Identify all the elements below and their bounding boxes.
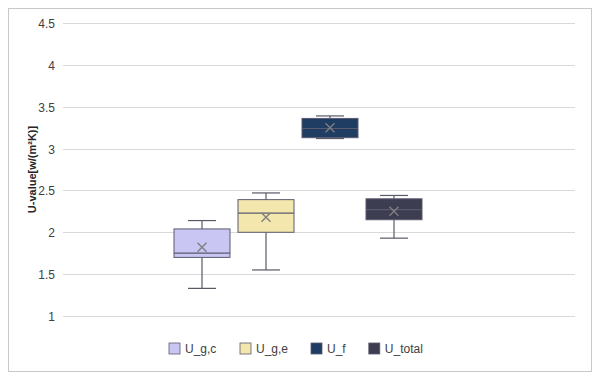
whisker-cap-lower [188,288,216,289]
boxes [174,116,422,288]
median-line [238,212,294,213]
box-group [174,221,230,289]
grid-line [63,190,575,191]
chart-svg: 11.522.533.544.5U-value[w/(m²K)]U_g,cU_g… [0,0,600,380]
whisker-upper [201,221,202,229]
whisker-lower [393,220,394,238]
box-group [302,116,358,139]
mean-marker [262,213,271,222]
y-tick-label: 1 [48,310,55,324]
y-tick-label: 3 [48,143,55,157]
median-line [366,209,422,210]
legend-label: U_g,e [256,342,288,356]
y-tick-label: 4.5 [38,17,55,31]
legend-swatch [369,343,380,354]
box [302,118,358,137]
y-tick-label: 4 [48,59,55,73]
grid-line [63,149,575,150]
whisker-cap-upper [316,115,344,116]
y-axis-label: U-value[w/(m²K)] [26,125,38,213]
y-tick-label: 1.5 [38,268,55,282]
grid-line [63,107,575,108]
legend-swatch [240,343,251,354]
whisker-cap-upper [380,195,408,196]
grid [63,24,575,317]
whisker-cap-lower [380,238,408,239]
grid-line [63,65,575,66]
box-group [366,195,422,238]
mean-marker [390,207,399,216]
mean-marker [326,123,335,132]
legend-swatch [311,343,322,354]
whisker-upper [265,193,266,200]
legend-label: U_g,c [185,342,216,356]
grid-line [63,232,575,233]
grid-line [63,316,575,317]
grid-line [63,23,575,24]
box-group [238,193,294,270]
legend-label: U_total [385,342,423,356]
whisker-lower [265,232,266,270]
mean-marker [198,243,207,252]
y-tick-label: 3.5 [38,101,55,115]
box [366,199,422,220]
legend: U_g,c U_g,e U_f U_total [169,342,423,356]
whisker-lower [201,257,202,288]
y-tick-label: 2.5 [38,184,55,198]
grid-line [63,274,575,275]
whisker-cap-upper [188,220,216,221]
whisker-cap-upper [252,192,280,193]
whisker-cap-lower [252,269,280,270]
y-tick-label: 2 [48,226,55,240]
box [238,200,294,233]
box [174,229,230,257]
chart-frame [9,9,592,372]
median-line [174,253,230,254]
legend-label: U_f [327,342,346,356]
legend-swatch [169,343,180,354]
